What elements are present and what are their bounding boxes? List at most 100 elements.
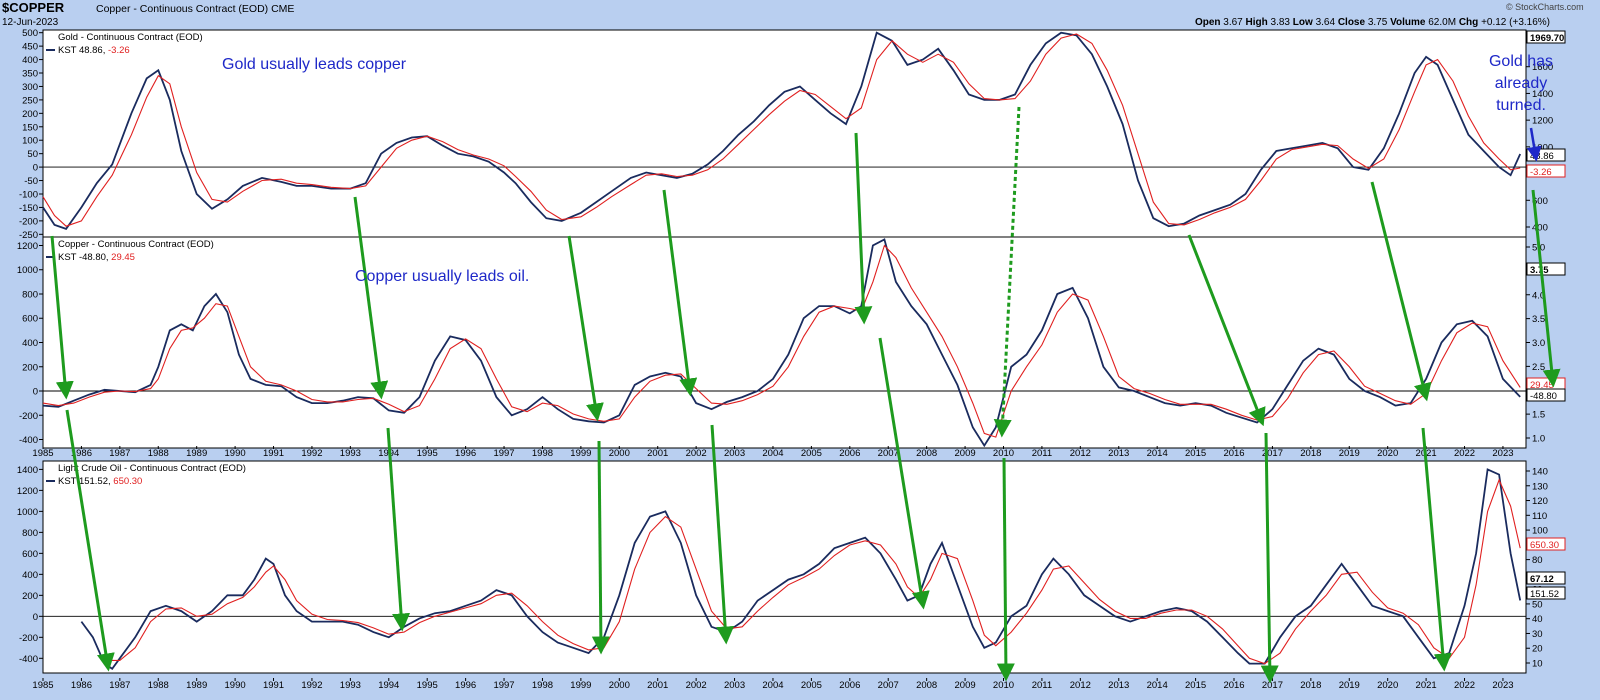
panel-legend: KST 48.86, -3.26	[58, 45, 130, 56]
gold-price-axis-label: 600	[1532, 196, 1548, 207]
gold-price-axis-label: 1600	[1532, 62, 1553, 73]
x-tick-label: 2003	[724, 680, 745, 691]
x-tick-label: 2016	[1223, 680, 1244, 691]
x-tick-label: 2023	[1492, 680, 1513, 691]
x-tick-label: 1997	[493, 680, 514, 691]
x-tick-label: 2014	[1147, 680, 1168, 691]
y-tick-label: 50	[27, 149, 38, 160]
y-tick-label: -100	[19, 189, 38, 200]
y-tick-label: -400	[19, 435, 38, 446]
copper-price-value-box	[1526, 262, 1566, 276]
x-tick-label: 2015	[1185, 680, 1206, 691]
x-tick-label: 2001	[647, 680, 668, 691]
x-tick-label: 1991	[263, 680, 284, 691]
gold-price-value-box	[1526, 30, 1566, 44]
y-tick-label: 0	[33, 612, 38, 623]
annotation-line: turned.	[1496, 97, 1546, 114]
quote-line: Open 3.67 High 3.83 Low 3.64 Close 3.75 …	[1194, 17, 1550, 28]
x-tick-label: 1991	[263, 448, 284, 459]
series-line-kst	[42, 31, 1522, 230]
y-tick-label: 0	[33, 387, 38, 398]
lead-arrow	[878, 337, 930, 610]
y-tick-label: -50	[24, 176, 38, 187]
gold-price-value: 1969.70	[1530, 33, 1564, 44]
y-tick-label: -150	[19, 203, 38, 214]
y-tick-label: 600	[22, 314, 38, 325]
x-tick-label: 2022	[1454, 680, 1475, 691]
y-tick-label: 100	[22, 136, 38, 147]
series-line-signal	[104, 478, 1521, 665]
x-tick-label: 1988	[148, 680, 169, 691]
annotation-gold-turned: Gold has already turned.	[1489, 53, 1553, 114]
y-tick-label: 1200	[17, 241, 38, 252]
oil-price-axis-label: 30	[1532, 629, 1543, 640]
series-line-kst	[80, 468, 1522, 671]
x-tick-label: 2019	[1339, 448, 1360, 459]
x-tick-label: 1992	[301, 448, 322, 459]
x-tick-label: 1985	[32, 680, 53, 691]
lead-arrow	[993, 106, 1021, 438]
x-tick-label: 2004	[762, 680, 783, 691]
x-tick-label: 1987	[109, 680, 130, 691]
copper-price-axis-label: 2.5	[1532, 362, 1545, 373]
y-tick-label: 500	[22, 28, 38, 39]
x-tick-label: 1996	[455, 680, 476, 691]
x-tick-label: 2001	[647, 448, 668, 459]
y-tick-label: 200	[22, 109, 38, 120]
panel-legend: KST -48.80, 29.45	[58, 252, 135, 263]
lead-arrow	[662, 189, 698, 397]
oil-price-axis-label: 100	[1532, 526, 1548, 537]
copper-price-value: 3.75	[1530, 265, 1549, 276]
gold-price-axis-label: 1400	[1532, 89, 1553, 100]
x-tick-label: 2006	[839, 680, 860, 691]
y-tick-label: -200	[19, 411, 38, 422]
x-tick-label: 2005	[801, 448, 822, 459]
chart-header: $COPPER Copper - Continuous Contract (EO…	[0, 0, 1600, 30]
chart-date: 12-Jun-2023	[2, 17, 59, 28]
x-tick-label: 1985	[32, 448, 53, 459]
panel-gold	[42, 29, 1527, 238]
y-tick-label: 450	[22, 42, 38, 53]
annotation-gold-leads: Gold usually leads copper	[222, 56, 407, 73]
y-tick-label: 300	[22, 82, 38, 93]
copper-price-axis-label: 1.0	[1532, 434, 1545, 445]
x-tick-label: 1988	[148, 448, 169, 459]
gold-signal-value: -3.26	[1530, 167, 1552, 178]
x-tick-label: 2019	[1339, 680, 1360, 691]
y-tick-label: 800	[22, 528, 38, 539]
y-tick-label: 800	[22, 289, 38, 300]
y-tick-label: 350	[22, 69, 38, 80]
y-tick-label: 150	[22, 122, 38, 133]
y-tick-label: 1200	[17, 486, 38, 497]
copper-price-axis-label: 4.0	[1532, 290, 1545, 301]
oil-price-axis-label: 10	[1532, 659, 1543, 670]
lead-arrow	[1187, 234, 1266, 427]
lead-arrow	[1421, 427, 1452, 672]
x-tick-label: 2013	[1108, 680, 1129, 691]
panel-title: Light Crude Oil - Continuous Contract (E…	[58, 463, 246, 474]
x-tick-label: 2011	[1032, 680, 1052, 691]
x-tick-label: 1997	[493, 448, 514, 459]
x-tick-label: 2018	[1300, 448, 1321, 459]
x-tick-label: 2020	[1377, 448, 1398, 459]
lead-arrow	[1531, 189, 1561, 388]
annotation-line: Gold has	[1489, 53, 1553, 70]
gold-signal-value-box	[1526, 164, 1566, 178]
oil-signal-value: 650.30	[1530, 540, 1559, 551]
x-tick-label: 2009	[955, 448, 976, 459]
x-tick-label: 2012	[1070, 680, 1091, 691]
x-tick-label: 2018	[1300, 680, 1321, 691]
oil-price-axis-label: 80	[1532, 555, 1543, 566]
panel-oil	[42, 460, 1527, 674]
legend-signal: -3.26	[108, 45, 130, 56]
y-tick-label: 600	[22, 549, 38, 560]
oil-price-axis-label: 110	[1532, 511, 1547, 522]
x-tick-label: 2005	[801, 680, 822, 691]
copper-price-axis-label: 1.5	[1532, 410, 1545, 421]
oil-signal-value-box	[1526, 537, 1566, 551]
x-tick-label: 2007	[878, 448, 899, 459]
legend-kst: KST 48.86,	[58, 45, 108, 56]
x-tick-label: 1986	[71, 680, 92, 691]
copper-price-axis-label: 3.0	[1532, 338, 1545, 349]
